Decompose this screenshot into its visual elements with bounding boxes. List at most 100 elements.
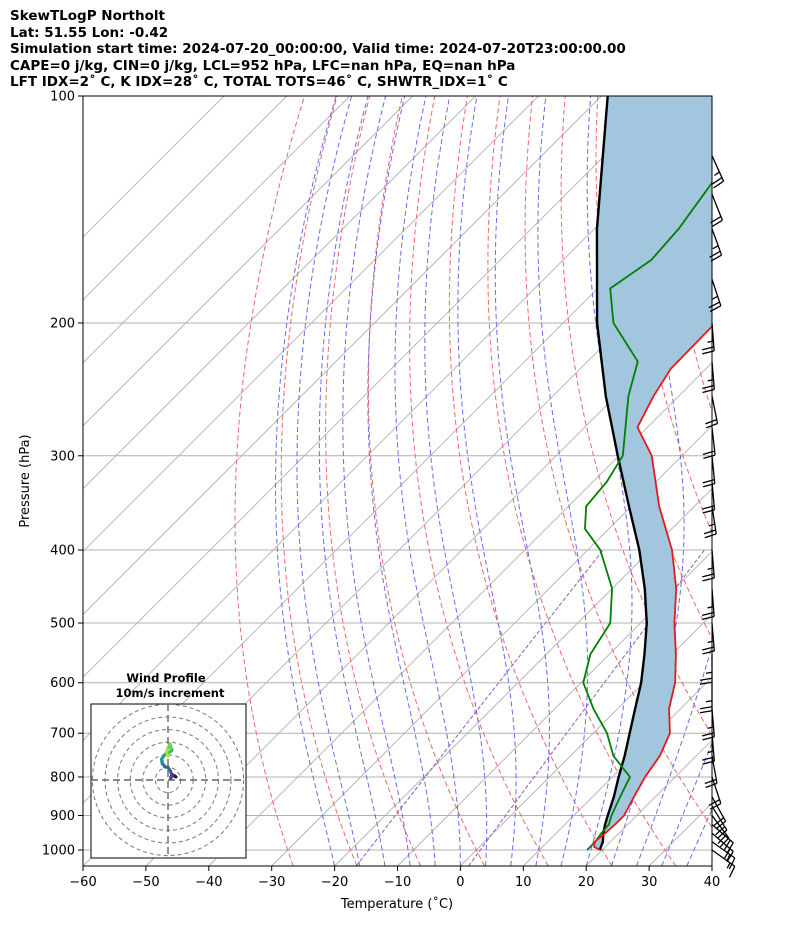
wind-barb-half-feather [707,567,714,571]
y-tick-label: 300 [50,449,75,464]
stability-parameters: CAPE=0 j/kg, CIN=0 j/kg, LCL=952 hPa, LF… [10,57,516,74]
y-tick-label: 600 [50,676,75,691]
wind-barb-feather [713,180,724,189]
x-tick-label: 30 [641,875,658,890]
wind-barb-staff [711,796,727,822]
isotherm-line [83,96,225,238]
simulation-time: Simulation start time: 2024-07-20_00:00:… [10,41,626,58]
axes: −60 −50 −40 −30 −20 −10 0 10 20 30 40 1000 900 800 700… [42,90,720,891]
dry-adiabat [234,96,305,866]
x-tick-label: −60 [69,875,96,890]
wind-barb-feather [708,799,720,806]
moist-adiabat [494,96,550,866]
wind-barb-staff [711,279,722,307]
hodograph-plot-area [91,704,246,858]
wind-barb-staff [711,228,723,256]
isotherm-line [208,362,712,866]
dry-adiabat [524,96,712,829]
wind-barb-staff [711,427,716,456]
wind-barb-staff [711,849,736,867]
x-tick-label: 20 [578,875,595,890]
moist-adiabat [686,808,712,866]
wind-barb-feather [699,710,713,714]
mixing-ratio-line [355,549,604,866]
wind-barb-staff [711,776,722,804]
isotherm-line [83,96,602,616]
wind-barb-half-feather [707,726,714,730]
wind-barb-feather [702,577,715,582]
chart-title: SkewTLogP Northolt [10,8,165,24]
wind-barb [711,805,728,839]
dry-adiabat [728,96,794,866]
wind-barb-half-feather [705,700,713,703]
wind-barb [702,427,716,460]
x-tick-label: 10 [515,875,532,890]
wind-barb-half-feather [714,171,720,177]
isotherm-line [711,865,712,866]
moist-adiabat [296,96,361,866]
cape-shaded-area [594,96,712,851]
temperature-line [593,325,712,851]
wind-barb [705,395,719,429]
isotherm-line [83,96,539,553]
dry-adiabat [280,96,358,866]
moist-adiabat [636,643,712,866]
hodograph-title: Wind Profile [126,671,206,685]
isotherm-line [397,550,712,866]
x-tick-label: −50 [132,875,159,890]
wind-barb [711,796,727,830]
wind-barb [704,755,718,789]
dry-adiabat [487,96,677,866]
hodograph-ring [91,704,245,857]
moist-adiabat [424,96,488,866]
wind-barb [711,849,736,878]
wind-barb-feather [728,866,736,878]
wind-barb-staff [711,815,730,839]
wind-barb-feather [702,509,715,514]
wind-barb-feather [715,820,727,830]
hodograph-segment [165,753,170,758]
background-grid [83,96,794,866]
isotherm-line [83,96,288,301]
wind-barb-half-feather [707,640,714,644]
wind-barb-feather [705,418,717,425]
wind-barb-half-feather [726,862,731,869]
y-tick-label: 700 [50,727,75,742]
wind-barb-half-feather [712,245,719,250]
y-tick-label: 100 [50,90,75,105]
isotherm-line [83,96,351,364]
isotherm-line [460,613,712,866]
profile-lines [582,96,712,851]
wind-barb [699,654,713,685]
isotherm-line [83,96,665,678]
wind-barb [711,155,725,189]
wind-barb-feather [702,482,715,488]
wind-barb-staff [711,755,718,784]
dry-adiabat [761,96,794,866]
wind-barb-feather [705,782,718,789]
x-tick-label: 0 [456,875,464,890]
x-tick-label: −30 [258,875,285,890]
wind-barb-feather [723,839,731,851]
wind-barb-feather [719,837,730,848]
dry-adiabat [367,96,485,866]
wind-barb-staff [711,805,728,831]
wind-barb-feather [713,817,725,826]
wind-barb [709,228,723,262]
isotherm-line [145,299,712,866]
wind-barb-half-feather [705,671,713,674]
y-tick-label: 400 [50,543,75,558]
wind-barb-staff [711,194,724,221]
wind-barb [711,815,730,848]
wind-barb [702,455,716,488]
wind-barb-feather [726,851,734,863]
isotherm-line [83,96,414,427]
cape-cin-shading [594,96,712,851]
wind-barb-feather [702,650,715,655]
x-tick-label: −40 [195,875,222,890]
dry-adiabat [325,96,422,866]
y-tick-label: 800 [50,770,75,785]
wind-barb-feather [702,450,715,456]
y-tick-label: 900 [50,809,75,824]
